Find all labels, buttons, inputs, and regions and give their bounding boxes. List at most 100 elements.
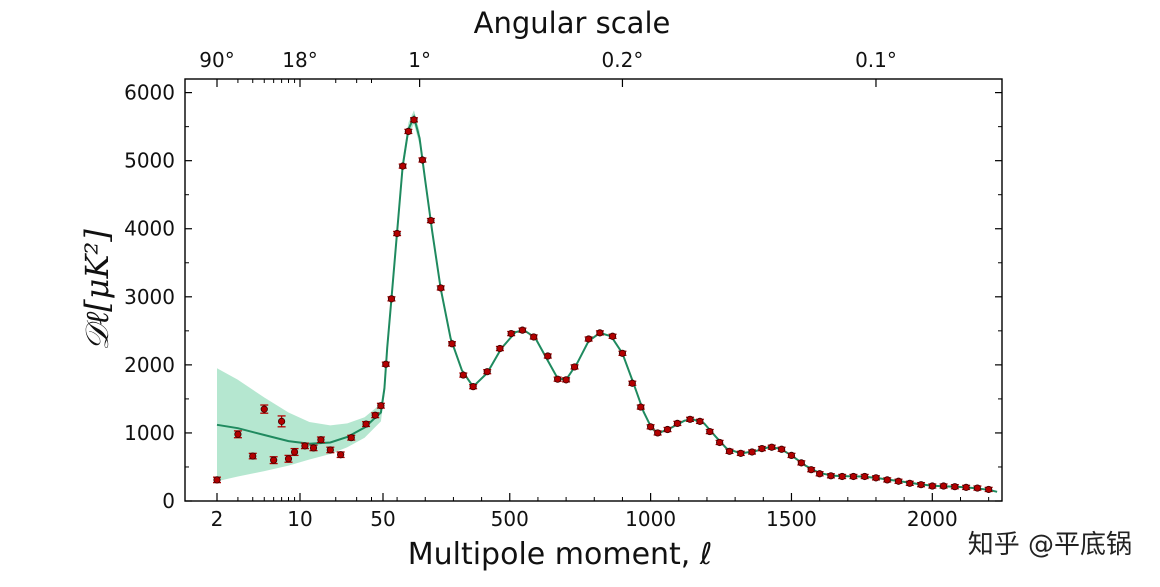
data-point [562,376,571,384]
data-marker [427,216,435,225]
data-point [962,483,971,491]
data-marker [628,379,636,387]
data-marker [290,448,299,456]
cosmic-variance-band-layer [217,110,420,482]
data-point [248,452,257,460]
data-point [686,415,695,423]
data-point [570,363,579,371]
data-point [777,445,786,453]
data-point [371,411,380,419]
data-point [883,476,892,484]
data-marker [725,447,734,455]
data-point [871,474,880,482]
data-point [725,447,734,455]
data-point [797,459,806,467]
data-point [347,434,356,442]
data-marker [737,449,745,457]
data-point [826,472,835,480]
data-marker [894,477,903,485]
data-point [608,332,617,340]
data-marker [716,438,724,447]
data-point [905,479,914,487]
data-marker [382,360,390,368]
data-marker [326,446,334,454]
data-point [584,335,593,343]
data-marker [483,368,491,376]
data-marker [807,466,815,474]
data-point [448,340,457,348]
data-point [277,415,286,428]
x-tick-label: 500 [491,507,529,531]
data-point [767,443,776,451]
data-marker [337,451,345,459]
data-point [393,229,402,238]
data-marker [260,405,268,413]
data-marker [570,363,579,371]
x-tick-label: 1000 [625,507,676,531]
data-point [628,379,637,387]
data-marker [797,459,805,467]
data-point [326,446,335,454]
data-point [362,420,371,428]
data-point [838,472,847,481]
data-marker [917,481,925,489]
data-point [495,344,504,353]
data-marker [849,472,858,481]
data-marker [838,472,846,481]
data-marker [962,483,970,491]
data-marker [748,448,756,456]
data-point [705,427,714,436]
data-marker [496,344,504,353]
data-point [436,284,445,292]
data-point [894,477,903,485]
x-axis-label: Multipole moment, ℓ [408,537,713,572]
data-point [849,472,858,481]
data-point [984,485,993,494]
data-point [269,456,278,465]
top-tick-label: 0.2° [602,48,644,72]
data-marker [404,127,412,136]
x-tick-label: 2000 [907,507,958,531]
data-marker [317,436,325,444]
data-marker [973,484,981,492]
data-marker [387,295,396,303]
data-marker [371,411,379,419]
data-marker [939,482,948,490]
data-point [860,472,869,481]
data-point [418,156,427,164]
data-point [736,449,745,457]
data-marker [562,376,570,384]
data-marker [951,483,959,491]
data-marker [418,156,427,164]
y-tick-label: 3000 [124,285,175,309]
data-marker [530,333,538,341]
data-point [459,371,468,379]
data-marker [618,349,627,357]
y-ticks-layer: 0 1000 2000 3000 4000 5000 6000 [124,81,1002,513]
data-point [426,216,435,225]
data-point [618,349,627,357]
data-marker [647,423,655,431]
data-point [663,425,672,434]
data-marker [362,420,370,428]
data-point [483,368,492,376]
data-point [553,375,562,383]
data-point [939,482,948,490]
data-point [409,116,418,124]
data-marker [309,444,318,452]
data-point [213,476,221,484]
data-marker [270,456,278,464]
x-tick-label: 10 [287,507,312,531]
data-marker [234,430,242,438]
data-marker [410,116,418,124]
data-point [233,430,242,439]
data-marker [985,485,993,494]
data-marker [399,162,407,170]
data-marker [787,451,796,459]
data-marker [249,452,257,460]
data-point [715,438,724,447]
data-marker [883,476,891,484]
data-point [404,127,413,136]
data-marker [608,332,617,340]
